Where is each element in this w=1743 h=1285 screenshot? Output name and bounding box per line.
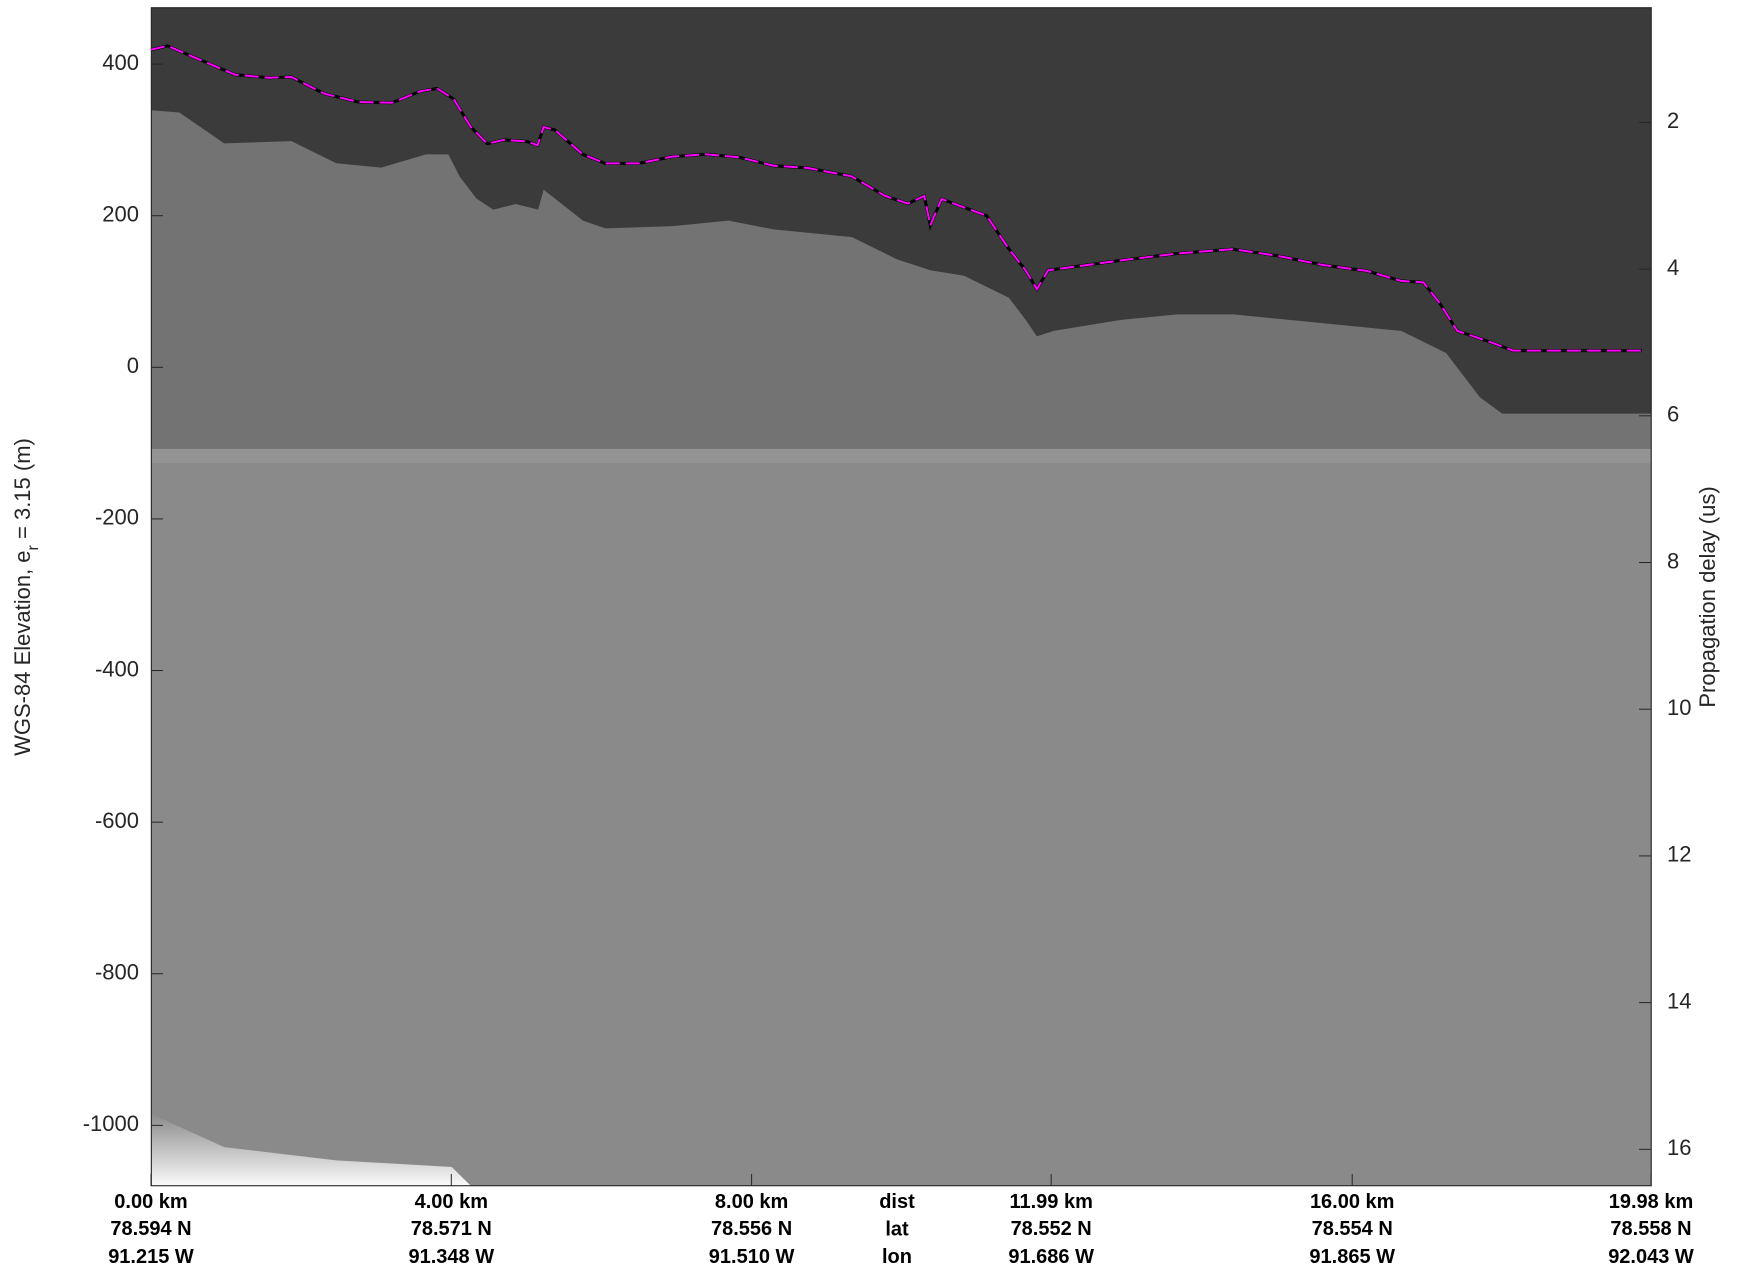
y2-tick-label: 8 (1667, 548, 1679, 573)
y2-tick-label: 10 (1667, 695, 1691, 720)
lat-label: 78.552 N (1011, 1218, 1092, 1240)
x-tick-label: 16.00 km (1310, 1191, 1395, 1213)
y-tick-label: -1000 (83, 1111, 139, 1136)
lon-label: 91.865 W (1309, 1246, 1395, 1268)
y-tick-label: 200 (102, 202, 139, 227)
y-tick-label: -600 (95, 808, 139, 833)
y2-tick-label: 16 (1667, 1135, 1691, 1160)
lon-label: 91.686 W (1008, 1246, 1094, 1268)
lat-label: 78.554 N (1312, 1218, 1393, 1240)
x-tick-label: 11.99 km (1009, 1191, 1092, 1213)
x-tick-label: 4.00 km (415, 1191, 488, 1213)
y2-tick-label: 4 (1667, 255, 1679, 280)
lon-label: 91.215 W (108, 1246, 194, 1268)
y-tick-label: -200 (95, 505, 139, 530)
row-label: lon (882, 1246, 912, 1268)
lat-label: 78.594 N (110, 1218, 191, 1240)
echogram-image (150, 7, 1652, 1187)
lon-label: 91.510 W (709, 1246, 795, 1268)
y-label-main: WGS-84 Elevation, e (10, 550, 35, 755)
y-tick-label: 400 (102, 50, 139, 75)
y-label-suffix: = 3.15 (m) (10, 438, 35, 545)
row-label: dist (879, 1191, 915, 1213)
lat-label: 78.556 N (711, 1218, 792, 1240)
y2-tick-label: 14 (1667, 988, 1691, 1013)
y-tick-label: -400 (95, 656, 139, 681)
lon-label: 91.348 W (408, 1246, 494, 1268)
y-label-subscript: r (25, 544, 42, 550)
x-tick-label: 19.98 km (1609, 1191, 1694, 1213)
row-label: lat (885, 1219, 909, 1241)
y2-axis-label: Propagation delay (us) (1695, 486, 1720, 707)
lat-label: 78.571 N (411, 1218, 492, 1240)
surface-line (150, 44, 1642, 352)
y-tick-label: -800 (95, 960, 139, 985)
x-tick-label: 8.00 km (715, 1191, 788, 1213)
y2-tick-label: 12 (1667, 842, 1691, 867)
lat-label: 78.558 N (1610, 1218, 1691, 1240)
x-tick-label: 0.00 km (114, 1191, 187, 1213)
y-tick-label: 0 (127, 353, 139, 378)
y2-tick-label: 6 (1667, 402, 1679, 427)
y-axis-label: WGS-84 Elevation, er = 3.15 (m) (10, 438, 42, 756)
lon-label: 92.043 W (1608, 1246, 1694, 1268)
y2-tick-label: 2 (1667, 108, 1679, 133)
